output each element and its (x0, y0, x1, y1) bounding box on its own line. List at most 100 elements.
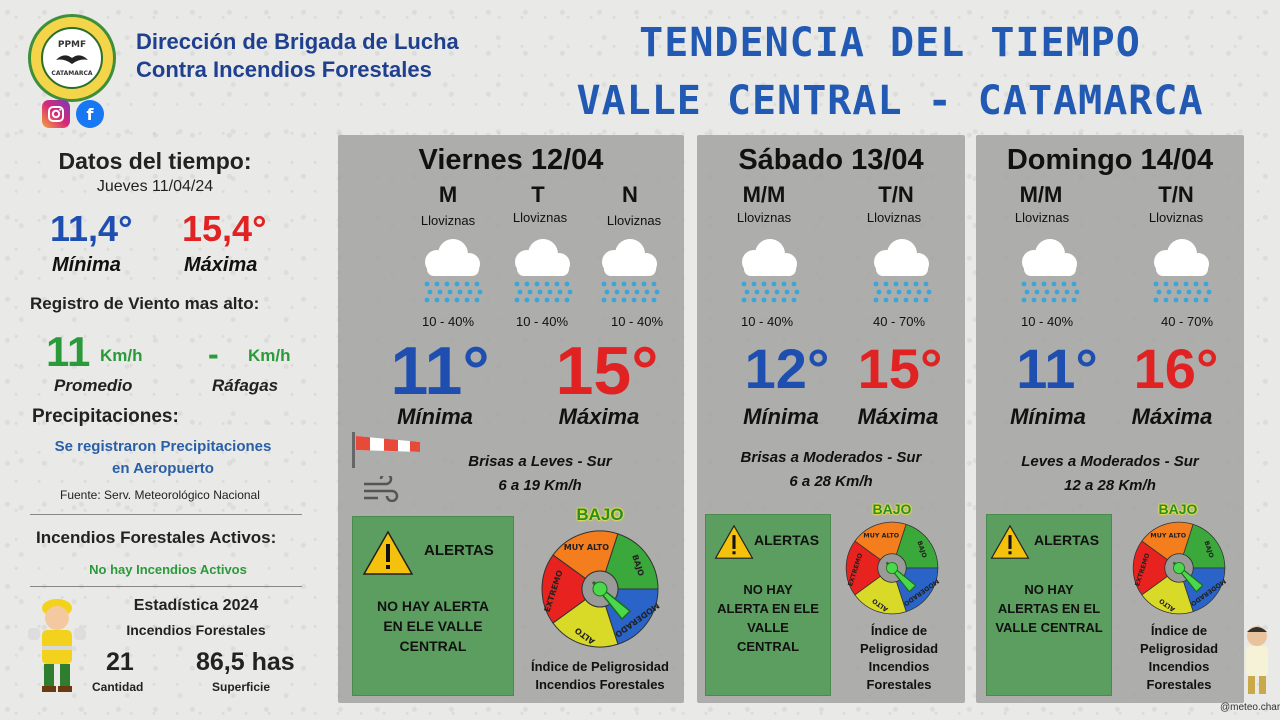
stats-count-label: Cantidad (92, 680, 144, 694)
wind-forecast-desc: Brisas a Leves - Sur (468, 453, 612, 470)
org-line-2: Contra Incendios Forestales (136, 57, 432, 82)
forecast-day: Sábado 13/04 (738, 144, 924, 176)
period-label: M/M (1019, 182, 1063, 207)
condor-icon (56, 54, 88, 64)
wind-forecast-speed: 6 a 28 Km/h (789, 473, 873, 490)
drizzle-cloud-icon (1142, 238, 1218, 316)
period-probability: 40 - 70% (872, 314, 926, 329)
period-desc: Lloviznas (736, 210, 792, 225)
danger-gauge-icon: EXTREMO MUY ALTO BAJO MODERADO ALTO (1130, 519, 1228, 621)
alert-line: CENTRAL (399, 638, 467, 654)
stats-area-label: Superficie (212, 680, 271, 694)
index-line: Índice de (870, 623, 928, 638)
fires-heading: Incendios Forestales Activos: (36, 528, 277, 547)
drizzle-cloud-icon (590, 238, 666, 316)
forecast-max-label: Máxima (857, 404, 939, 429)
brigade-logo: PPMF CATAMARCA (28, 14, 116, 102)
stats-subheading: Incendios Forestales (126, 622, 266, 638)
facebook-icon[interactable]: f (76, 100, 104, 128)
index-line: Índice de (1150, 623, 1208, 638)
danger-gauge-icon: EXTREMO MUY ALTO BAJO MODERADO ALTO (843, 519, 941, 621)
wind-forecast-speed: 6 a 19 Km/h (498, 477, 582, 494)
page-title: TENDENCIA DEL TIEMPO VALLE CENTRAL - CAT… (540, 14, 1240, 130)
fires-status: No hay Incendios Activos (89, 562, 247, 577)
wind-average-label: Promedio (54, 376, 133, 395)
period-label: T (531, 182, 545, 207)
forecast-day: Domingo 14/04 (1006, 144, 1214, 176)
forecast-min: 12° (744, 337, 830, 400)
forecast-day: Viernes 12/04 (418, 144, 604, 176)
drizzle-cloud-icon (413, 238, 489, 316)
period-desc: Lloviznas (512, 210, 568, 225)
period-probability: 40 - 70% (1160, 314, 1214, 329)
drizzle-cloud-icon (862, 238, 938, 316)
forecast-min: 11° (1016, 337, 1098, 400)
danger-index-label: Índice de Peligrosidad Incendios Foresta… (1116, 622, 1242, 694)
wind-average-unit: Km/h (100, 346, 143, 365)
alert-line: VALLE (747, 620, 789, 635)
forecast-max: 15° (857, 337, 943, 400)
title-line-2: VALLE CENTRAL - CATAMARCA (576, 78, 1204, 124)
alert-line: ALERTA EN ELE (717, 601, 819, 616)
alert-line: VALLE CENTRAL (995, 620, 1103, 635)
period-probability: 10 - 40% (740, 314, 794, 329)
forecast-max: 15° (555, 333, 659, 409)
forecast-max-label: Máxima (1131, 404, 1213, 429)
period-desc: Lloviznas (866, 210, 922, 225)
alert-line: CENTRAL (736, 639, 800, 654)
wind-forecast: Brisas a Moderados - Sur 6 a 28 Km/h (697, 446, 965, 494)
alert-line: NO HAY ALERTA (376, 598, 489, 614)
observed-max: 15,4° (182, 208, 267, 249)
danger-index-label: Índice de Peligrosidad Incendios Foresta… (836, 622, 962, 694)
index-line: Peligrosidad (1139, 641, 1219, 656)
title-line-1: TENDENCIA DEL TIEMPO (639, 20, 1141, 66)
warning-icon (990, 524, 1030, 559)
wind-forecast: Leves a Moderados - Sur 12 a 28 Km/h (976, 450, 1244, 498)
wind-forecast-desc: Leves a Moderados - Sur (1021, 453, 1199, 470)
drizzle-cloud-icon (503, 238, 579, 316)
wind-forecast-speed: 12 a 28 Km/h (1064, 477, 1156, 494)
observed-heading: Datos del tiempo: (58, 148, 252, 174)
drizzle-cloud-icon (1010, 238, 1086, 316)
gauge-needle-base (886, 562, 898, 574)
gauge-label: MUY ALTO (1150, 532, 1186, 539)
wind-forecast: Brisas a Leves - Sur 6 a 19 Km/h (420, 450, 660, 498)
forecast-min-label: Mínima (743, 404, 819, 429)
meteorologist-avatar-icon (1246, 626, 1268, 694)
index-line: Peligrosidad (859, 641, 939, 656)
org-name: Dirección de Brigada de Lucha Contra Inc… (136, 28, 459, 84)
forecast-min-label: Mínima (397, 404, 473, 429)
gauge-needle-base (592, 581, 608, 597)
firefighter-mascot-icon (28, 599, 86, 692)
data-source: Fuente: Serv. Meteorológico Nacional (60, 488, 260, 502)
gauge-label: MUY ALTO (564, 543, 609, 552)
precip-line-2: en Aeropuerto (112, 460, 214, 477)
period-desc: Lloviznas (606, 213, 662, 228)
period-probability: 10 - 40% (515, 314, 569, 329)
author-credit: @meteo.charly (1220, 702, 1280, 713)
alert-text: NO HAY ALERTAS EN EL VALLE CENTRAL (986, 580, 1112, 637)
gust-label: Ráfagas (212, 376, 279, 395)
danger-level: BAJO (1158, 501, 1198, 517)
divider (30, 514, 302, 515)
period-probability: 10 - 40% (1020, 314, 1074, 329)
index-line: Incendios (1148, 659, 1210, 674)
forecast-min-label: Mínima (1010, 404, 1086, 429)
logo-bottom-text: CATAMARCA (51, 69, 93, 77)
warning-icon (362, 530, 414, 575)
precip-line-1: Se registraron Precipitaciones (54, 438, 272, 455)
index-line: Forestales (866, 677, 932, 692)
index-line: Índice de Peligrosidad (531, 659, 669, 674)
stats-heading: Estadística 2024 (133, 597, 259, 614)
index-line: Incendios Forestales (535, 677, 665, 692)
alert-line: EN ELE VALLE (383, 618, 483, 634)
instagram-icon[interactable] (42, 100, 70, 128)
period-desc: Lloviznas (1148, 210, 1204, 225)
alert-heading: ALERTAS (424, 542, 494, 559)
windsock-icon (352, 432, 420, 468)
observed-date: Jueves 11/04/24 (96, 178, 214, 195)
observed-min: 11,4° (50, 208, 133, 249)
stats-area: 86,5 has (196, 648, 295, 676)
period-label: T/N (1158, 182, 1194, 207)
danger-index-label: Índice de Peligrosidad Incendios Foresta… (512, 658, 688, 694)
